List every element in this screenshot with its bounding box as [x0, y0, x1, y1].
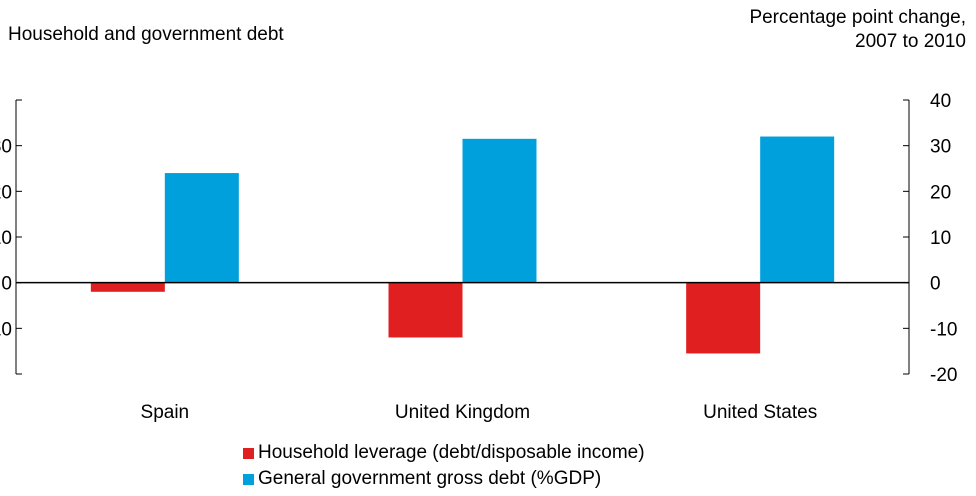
x-category-label: United States	[703, 402, 817, 423]
bar-household-united-kingdom	[388, 282, 463, 338]
y-tick-label-right: 40	[930, 91, 951, 112]
y-axis-units-label: Percentage point change, 2007 to 2010	[749, 6, 966, 54]
y-tick-label-right: -10	[930, 319, 957, 340]
y-tick-label-left: -10	[0, 319, 12, 340]
x-category-label: United Kingdom	[395, 402, 530, 423]
legend: Household leverage (debt/disposable inco…	[243, 440, 645, 492]
chart-title: Household and government debt	[8, 24, 284, 45]
y-tick-label-right: 10	[930, 228, 951, 249]
legend-label-household: Household leverage (debt/disposable inco…	[258, 442, 645, 463]
bar-household-spain	[90, 282, 165, 292]
bar-household-united-states	[686, 282, 761, 354]
y-tick-label-left: 30	[0, 137, 12, 158]
legend-label-government: General government gross debt (%GDP)	[258, 468, 602, 489]
y-tick-label-right: -20	[930, 365, 957, 386]
x-category-label: Spain	[141, 402, 190, 423]
y-tick-label-left: 0	[1, 274, 12, 295]
legend-item-government: General government gross debt (%GDP)	[243, 466, 645, 492]
bar-government-united-kingdom	[462, 138, 537, 283]
y-tick-label-left: 10	[0, 228, 12, 249]
bar-government-spain	[164, 173, 239, 283]
legend-swatch-household	[243, 447, 254, 459]
units-line-1: Percentage point change,	[749, 7, 966, 28]
legend-item-household: Household leverage (debt/disposable inco…	[243, 440, 645, 466]
y-tick-label-right: 20	[930, 182, 951, 203]
y-tick-label-right: 0	[930, 274, 941, 295]
bar-government-united-states	[760, 136, 835, 283]
y-tick-label-right: 30	[930, 137, 951, 158]
legend-swatch-government	[243, 473, 254, 485]
y-tick-label-left: 20	[0, 182, 12, 203]
units-line-2: 2007 to 2010	[855, 31, 966, 52]
